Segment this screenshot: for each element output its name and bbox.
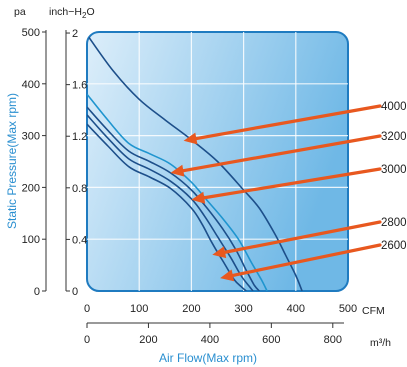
x-tick-label: 500 [339,303,357,315]
x2-tick-label: 200 [139,334,157,346]
arrow-head-3000 [191,191,206,204]
x-axis-title: Air Flow(Max rpm) [159,351,257,365]
y2-tick-label: 2 [72,28,78,40]
x-tick-label: 100 [130,303,148,315]
speed-labels: 4000 3200 3000 2800 2600 [381,101,407,252]
y-tick-label: 200 [22,182,40,194]
y2-tick-label: 1.6 [72,80,87,92]
speed-arrows [170,104,382,282]
x2-tick-label: 800 [324,334,342,346]
arrow-shaft-3200 [181,134,382,173]
y-tick-label: 100 [22,234,40,246]
y-axis-title: Static Pressure(Max rpm) [5,93,19,229]
x-unit-cfm-label: CFM [362,305,385,317]
arrow-shaft-2800 [223,220,382,254]
arrow-head-2800 [212,246,227,259]
y-tick-label: 0 [34,286,40,298]
y-unit-inch-h2o-label: inch−H2O [49,6,95,20]
x-tick-label: 300 [234,303,252,315]
speed-label-3200: 3200 [381,131,407,143]
tick-labels: 0 100 200 300 400 500 0 0.4 0.8 1.2 1.6 2 0 100 200 300… [22,27,358,346]
y-tick-label: 400 [22,79,40,91]
curve-3200 [87,93,268,291]
y2-tick-label: 1.2 [72,131,87,143]
x-unit-m3h-label: m³/h [370,337,391,349]
curve-2600 [87,123,247,291]
x2-tick-label: 400 [201,334,219,346]
speed-label-4000: 4000 [381,101,407,113]
arrow-head-4000 [183,132,198,145]
arrow-shaft-3000 [202,167,382,200]
x-tick-label: 200 [182,303,200,315]
speed-label-3000: 3000 [381,164,407,176]
arrow-shaft-4000 [194,104,382,141]
curve-4000 [87,34,303,291]
x2-tick-label: 600 [262,334,280,346]
y-unit-pa-label: pa [14,6,26,18]
arrow-head-3200 [170,164,185,177]
arrow-shaft-2600 [231,243,382,278]
y-tick-label: 500 [22,27,40,39]
speed-label-2800: 2800 [381,217,407,229]
arrow-head-2600 [220,269,235,282]
y2-tick-label: 0.4 [72,234,87,246]
x-tick-label: 0 [84,303,90,315]
y2-tick-label: 0 [72,286,78,298]
x2-tick-label: 0 [84,334,90,346]
curve-2800 [87,114,254,291]
grid [87,32,348,291]
speed-label-2600: 2600 [381,240,407,252]
x-tick-label: 400 [287,303,305,315]
y2-tick-label: 0.8 [72,183,87,195]
y-tick-label: 300 [22,131,40,143]
